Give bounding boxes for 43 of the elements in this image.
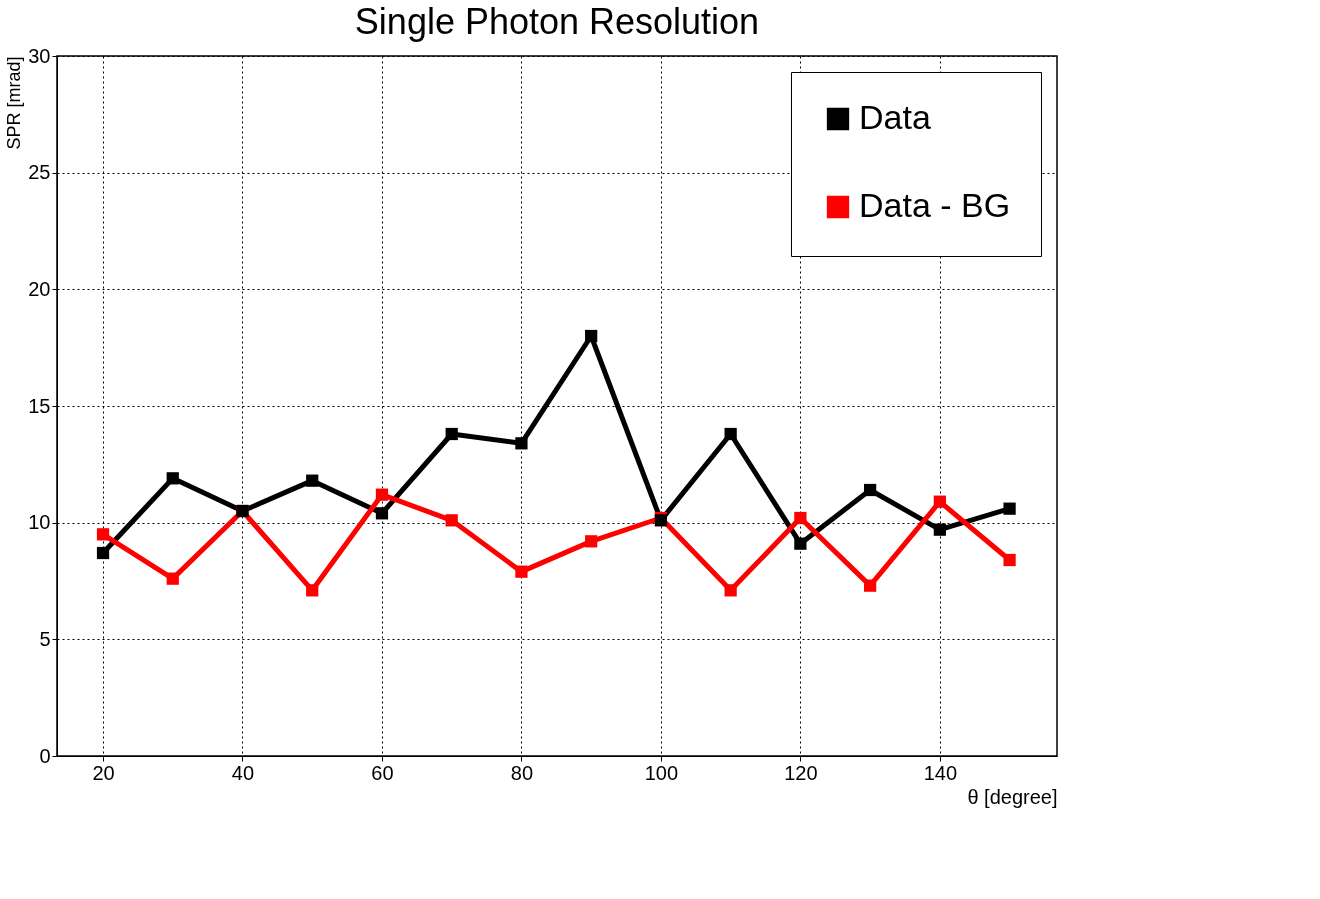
point [96, 546, 110, 560]
y-tick-label: 25 [28, 161, 51, 184]
point [933, 523, 946, 536]
x-tick-label: 80 [510, 761, 534, 784]
y-tick-label: 20 [28, 277, 51, 300]
x-tick-label: 20 [92, 761, 115, 784]
point [863, 483, 877, 497]
point [445, 514, 458, 527]
point [445, 427, 458, 441]
x-axis-title: θ [degree] [967, 785, 1058, 808]
point [794, 511, 807, 525]
point [166, 472, 179, 485]
y-tick-label: 5 [39, 627, 51, 650]
point [306, 474, 319, 487]
point [724, 584, 737, 597]
point [794, 537, 807, 550]
point [1003, 553, 1016, 567]
point [585, 535, 598, 548]
point [375, 507, 389, 520]
legend-label: Data - BG [859, 186, 1011, 224]
y-tick-label: 10 [28, 511, 51, 534]
y-tick-label: 15 [28, 394, 51, 417]
point [375, 488, 389, 501]
legend-label: Data [859, 98, 931, 136]
point [1003, 502, 1016, 515]
point [515, 437, 528, 450]
point [585, 329, 598, 343]
x-tick-label: 100 [644, 761, 679, 784]
point [306, 584, 319, 597]
point [863, 579, 877, 592]
point [724, 427, 737, 441]
point [515, 565, 528, 578]
point [933, 495, 946, 508]
point [166, 572, 179, 585]
x-tick-label: 60 [371, 761, 394, 784]
point [96, 528, 110, 541]
x-tick-label: 120 [784, 761, 818, 784]
x-tick-label: 140 [923, 761, 958, 784]
y-axis-title: SPR [mrad] [4, 56, 25, 150]
y-tick-label: 0 [39, 744, 51, 767]
chart-title: Single Photon Resolution [354, 1, 760, 42]
y-tick-label: 30 [28, 44, 51, 67]
x-tick-label: 40 [231, 761, 255, 784]
